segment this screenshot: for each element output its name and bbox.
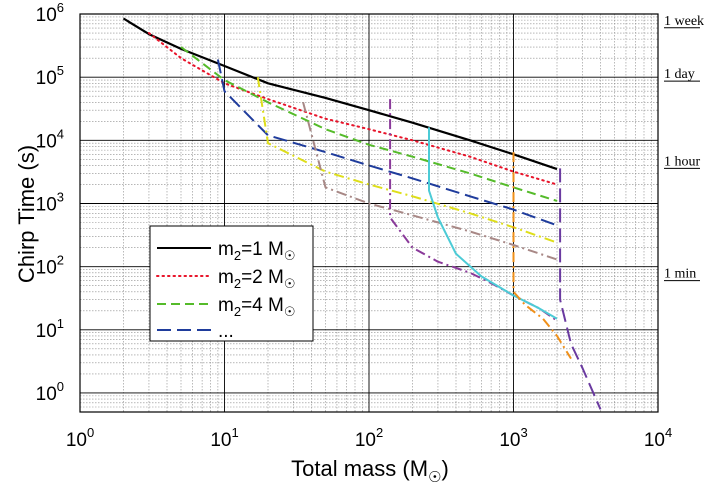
time-markers: 1 week 1 day 1 hour 1 min bbox=[664, 14, 704, 282]
series-layer bbox=[122, 17, 602, 410]
series-line-6 bbox=[302, 102, 558, 261]
y-tick-labels: 100 101 102 103 104 105 106 bbox=[36, 0, 64, 405]
time-marker-label: 1 hour bbox=[664, 154, 701, 169]
legend-label: ... bbox=[218, 321, 234, 342]
y-tick-label: 106 bbox=[36, 0, 64, 26]
legend-box bbox=[149, 225, 314, 342]
x-tick-labels: 100 101 102 103 104 bbox=[66, 425, 672, 451]
series-line-3 bbox=[180, 46, 558, 202]
plot-frame bbox=[79, 13, 659, 413]
y-tick-label: 102 bbox=[36, 253, 64, 279]
legend-label: m2=2 M☉ bbox=[218, 267, 296, 291]
time-marker-label: 1 week bbox=[664, 14, 704, 29]
y-tick-label: 103 bbox=[36, 189, 64, 215]
x-tick-label: 101 bbox=[210, 425, 238, 451]
y-axis-label: Chirp Time (s) bbox=[14, 145, 39, 283]
x-tick-label: 100 bbox=[66, 425, 94, 451]
legend: m2=1 M☉ m2=2 M☉ m2=4 M☉... bbox=[149, 225, 314, 342]
time-marker-label: 1 day bbox=[664, 67, 695, 82]
series-line-8 bbox=[428, 127, 558, 320]
series-line-9 bbox=[512, 152, 572, 360]
x-axis-label: Total mass (M☉) bbox=[291, 456, 449, 486]
y-tick-label: 101 bbox=[36, 316, 64, 342]
y-tick-label: 104 bbox=[36, 126, 64, 152]
series-line-1 bbox=[122, 17, 558, 171]
series-line-10 bbox=[559, 168, 602, 410]
x-tick-label: 103 bbox=[499, 425, 527, 451]
series-line-4 bbox=[216, 59, 558, 227]
time-marker-label: 1 min bbox=[664, 267, 696, 282]
x-tick-label: 102 bbox=[355, 425, 383, 451]
x-tick-label: 104 bbox=[644, 425, 672, 451]
legend-label: m2=1 M☉ bbox=[218, 239, 296, 263]
series-line-2 bbox=[147, 32, 558, 186]
y-tick-label: 105 bbox=[36, 63, 64, 89]
legend-label: m2=4 M☉ bbox=[218, 295, 296, 319]
y-tick-label: 100 bbox=[36, 379, 64, 405]
